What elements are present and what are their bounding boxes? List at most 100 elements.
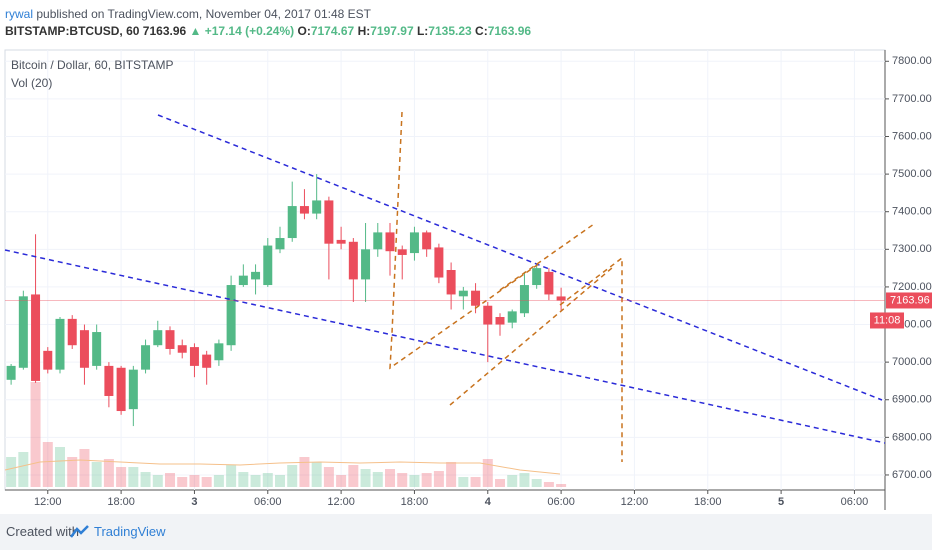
- candle-body: [238, 275, 248, 286]
- symbol: BITSTAMP:BTCUSD, 60: [5, 24, 140, 38]
- candle-body: [6, 365, 16, 380]
- volume-bar: [79, 449, 90, 487]
- x-tick-label: 06:00: [841, 496, 869, 508]
- candle-body: [422, 232, 432, 250]
- brand[interactable]: TradingView: [94, 524, 166, 539]
- change: ▲ +17.14 (+0.24%): [189, 24, 295, 38]
- volume-bar: [348, 465, 359, 487]
- candle-body: [67, 318, 77, 346]
- volume-bar: [238, 472, 249, 487]
- candle-body: [336, 239, 346, 244]
- volume-bar: [152, 475, 163, 487]
- y-tick-label: 7400.00: [892, 206, 932, 218]
- x-tick-label: 18:00: [107, 496, 135, 508]
- volume-bar: [495, 479, 505, 487]
- volume-bar: [470, 477, 481, 487]
- candle-body: [507, 311, 517, 323]
- l-label: L:: [416, 24, 429, 38]
- candle-body: [483, 305, 493, 325]
- volume-bar: [262, 473, 273, 487]
- volume-bar: [91, 462, 102, 487]
- volume-bar: [140, 472, 151, 487]
- volume-bar: [336, 475, 347, 487]
- volume-bar: [385, 469, 395, 487]
- candle-body: [544, 271, 554, 295]
- volume-bar: [201, 477, 212, 487]
- pattern-line: [559, 256, 623, 462]
- candle-body: [177, 345, 187, 353]
- candle-body: [348, 241, 358, 280]
- candle-body: [55, 318, 65, 370]
- drawings: [4, 111, 886, 462]
- logo: [70, 525, 89, 538]
- candle-body: [519, 285, 529, 314]
- h-value: 7197.97: [370, 24, 414, 38]
- x-tick-label: 18:00: [694, 496, 722, 508]
- volume-bar: [421, 473, 432, 487]
- volume-bar: [299, 457, 310, 487]
- volume-bar: [360, 469, 371, 487]
- o-value: 7174.67: [310, 24, 355, 38]
- volume-bar: [128, 467, 139, 487]
- x-tick-label: 12:00: [621, 496, 649, 508]
- volume-bar: [507, 475, 518, 487]
- volume-bar: [458, 477, 469, 487]
- published: published on TradingView.com, November 0…: [36, 7, 372, 21]
- volume-bar: [103, 459, 114, 487]
- y-tick-label: 7000.00: [892, 356, 932, 368]
- volume-bar: [165, 473, 175, 487]
- candle-body: [104, 365, 114, 396]
- l-value: 7135.23: [428, 24, 472, 38]
- candle-body: [116, 367, 126, 412]
- candle-body: [409, 232, 419, 254]
- volume-bar: [287, 465, 298, 487]
- candle-body: [226, 285, 236, 346]
- candle-body: [458, 290, 468, 297]
- candle-body: [299, 206, 309, 214]
- y-tick-label: 7300.00: [892, 243, 932, 255]
- last: 7163.96: [142, 24, 187, 38]
- volume-bar: [482, 459, 493, 487]
- volume-ma: [4, 459, 561, 475]
- y-tick-label: 7500.00: [892, 168, 932, 180]
- candle-body: [31, 294, 41, 381]
- volume-bar: [30, 382, 41, 487]
- candle-body: [79, 330, 89, 368]
- candle-body: [324, 200, 334, 244]
- x-tick-label: 5: [778, 496, 784, 508]
- publisher[interactable]: rywal: [5, 7, 34, 21]
- candle-body: [446, 270, 456, 295]
- candle-body: [92, 332, 102, 366]
- indicator: Vol (20): [11, 76, 52, 90]
- candle-body: [495, 317, 505, 325]
- volume-bar: [543, 482, 554, 487]
- candle-body: [189, 347, 199, 366]
- candle-body: [471, 290, 481, 306]
- volume-bar: [18, 452, 29, 487]
- y-tick-label: 6900.00: [892, 394, 932, 406]
- volume-bar: [42, 442, 53, 487]
- x-tick-label: 3: [191, 496, 197, 508]
- volume-bar: [446, 462, 457, 487]
- pattern-line: [499, 223, 595, 291]
- last-price-label: 7163.96: [890, 294, 930, 306]
- c-label: C:: [475, 24, 488, 38]
- volume-bar: [409, 475, 420, 487]
- candle-body: [373, 232, 383, 250]
- volume-bar: [213, 475, 224, 487]
- volume-bar: [116, 467, 127, 487]
- volume-bar: [250, 475, 261, 487]
- candle-body: [165, 330, 175, 349]
- h-label: H:: [357, 24, 371, 38]
- volume-bar: [275, 475, 285, 487]
- pattern-line: [449, 267, 613, 406]
- header: rywal published on TradingView.com, Nove…: [5, 6, 531, 40]
- plot-frame: [4, 49, 886, 491]
- candle-body: [275, 238, 285, 250]
- volume-bar: [519, 473, 530, 487]
- candle-body: [251, 271, 261, 280]
- volume-bar: [226, 465, 237, 487]
- last-price-box: [886, 292, 932, 309]
- candle-body: [128, 369, 138, 410]
